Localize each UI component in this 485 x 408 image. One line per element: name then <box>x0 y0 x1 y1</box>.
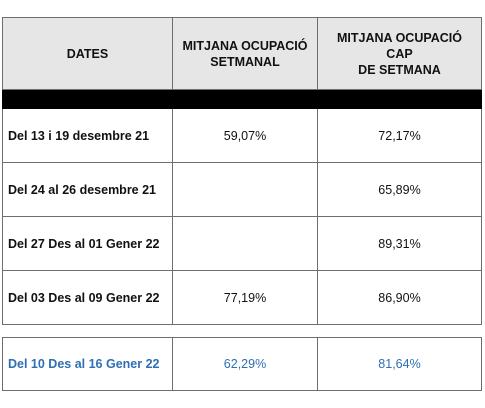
header-weekly-line1: MITJANA OCUPACIÓ <box>182 38 308 53</box>
highlight-row-dates: Del 10 Des al 16 Gener 22 <box>2 337 173 391</box>
row-weekend-value: 72,17% <box>317 108 482 163</box>
header-weekend-occupancy: MITJANA OCUPACIÓ CAP DE SETMANA <box>317 17 482 90</box>
separator-bar <box>2 89 482 109</box>
row-dates: Del 24 al 26 desembre 21 <box>2 162 173 217</box>
row-dates: Del 13 i 19 desembre 21 <box>2 108 173 163</box>
separator-cell <box>2 89 173 109</box>
table-row: Del 03 Des al 09 Gener 22 77,19% 86,90% <box>2 270 482 325</box>
table-row: Del 13 i 19 desembre 21 59,07% 72,17% <box>2 108 482 163</box>
row-weekend-value: 89,31% <box>317 216 482 271</box>
highlight-row-weekend-value: 81,64% <box>317 337 482 391</box>
table-row: Del 24 al 26 desembre 21 65,89% <box>2 162 482 217</box>
header-weekend-line1: MITJANA OCUPACIÓ CAP <box>337 30 462 61</box>
highlight-row: Del 10 Des al 16 Gener 22 62,29% 81,64% <box>2 337 482 391</box>
latest-week-table: Del 10 Des al 16 Gener 22 62,29% 81,64% <box>2 337 482 391</box>
row-weekly-value: 59,07% <box>172 108 318 163</box>
header-row: DATES MITJANA OCUPACIÓ SETMANAL MITJANA … <box>2 17 482 90</box>
row-weekend-value: 86,90% <box>317 270 482 325</box>
row-weekly-value: 77,19% <box>172 270 318 325</box>
header-dates: DATES <box>2 17 173 90</box>
row-weekend-value: 65,89% <box>317 162 482 217</box>
header-weekend-line2: DE SETMANA <box>358 62 441 77</box>
header-dates-label: DATES <box>66 46 109 61</box>
row-weekly-value <box>172 216 318 271</box>
highlight-row-weekly-value: 62,29% <box>172 337 318 391</box>
separator-cell <box>317 89 482 109</box>
table-row: Del 27 Des al 01 Gener 22 89,31% <box>2 216 482 271</box>
header-weekly-occupancy: MITJANA OCUPACIÓ SETMANAL <box>172 17 318 90</box>
row-dates: Del 03 Des al 09 Gener 22 <box>2 270 173 325</box>
row-dates: Del 27 Des al 01 Gener 22 <box>2 216 173 271</box>
row-weekly-value <box>172 162 318 217</box>
occupancy-table: DATES MITJANA OCUPACIÓ SETMANAL MITJANA … <box>2 17 482 325</box>
header-weekly-line2: SETMANAL <box>210 54 280 69</box>
separator-cell <box>172 89 318 109</box>
